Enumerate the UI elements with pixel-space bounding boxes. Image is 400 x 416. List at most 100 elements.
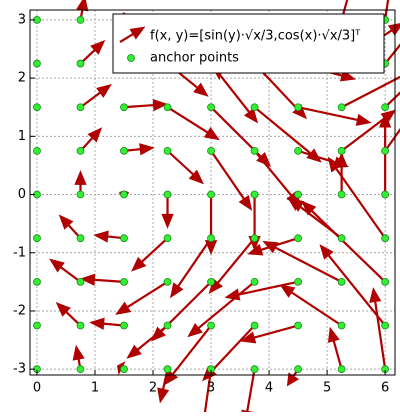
anchor-point [294,277,302,286]
anchor-point [250,277,259,286]
anchor-point [337,103,346,112]
anchor-point [76,321,85,330]
arrow [384,0,390,21]
arrow [131,237,169,272]
anchor-point [33,234,41,243]
anchor-point [33,59,41,68]
legend-arrow [119,26,146,43]
arrow [378,112,392,195]
plot-frame [29,9,396,376]
arrow [384,91,400,109]
anchor-point [163,365,172,374]
anchor-point [120,146,128,155]
anchor-point [207,103,215,112]
anchor-point [33,146,41,155]
anchor-point [163,321,172,330]
anchor-point [337,234,346,243]
legend-label: anchor points [150,51,239,66]
anchor-point [163,190,172,199]
arrow [341,75,400,109]
arrow [297,106,372,126]
anchor-point [337,321,346,330]
anchor-point [207,321,215,330]
arrow [224,280,299,301]
anchor-point [294,190,302,199]
arrow [384,127,400,152]
anchor-point [33,321,41,330]
arrow [166,150,204,185]
anchor-point [33,103,41,112]
anchor-point [207,277,215,286]
anchor-point [120,103,128,112]
anchor-point [250,321,259,330]
arrow [319,244,386,327]
anchor-point [76,15,85,24]
anchor-point [337,146,346,155]
arrow [327,156,387,239]
anchor-point [250,146,259,155]
anchor-point [337,365,346,374]
arrow [163,324,212,386]
anchor-point [120,365,128,374]
x-tick-label: 6 [381,381,389,396]
arrow [240,324,299,344]
legend-label: f(x, y)=[sin(y)·√x/3,cos(x)·√x/3]ᵀ [150,29,361,44]
anchor-point [381,234,390,243]
anchor-point [76,234,85,243]
arrow [123,99,169,112]
arrow [369,287,387,370]
anchor-point [33,277,41,286]
arrow [166,106,220,141]
anchor-point [76,365,85,374]
anchor-point [381,277,390,286]
anchor-point [76,190,85,199]
y-tick-label: -1 [13,245,26,260]
anchor-point [163,103,172,112]
anchor-point [163,234,172,243]
anchor-point [163,146,172,155]
anchor-point [207,234,215,243]
anchor-point [120,277,128,286]
arrow [327,326,343,370]
anchor-point [76,277,85,286]
anchor-point [120,321,128,330]
arrow [115,280,169,315]
axes: 0 1 2 3 4 5 6 -3 -2 -1 0 1 2 3 [13,12,389,395]
anchor-point [381,190,390,199]
anchor-point [294,321,302,330]
anchor-point [120,190,128,199]
anchor-point [76,103,85,112]
legend: f(x, y)=[sin(y)·√x/3,cos(x)·√x/3]ᵀ ancho… [112,13,385,74]
y-tick-label: 0 [18,187,26,202]
x-tick-label: 0 [33,381,41,396]
y-tick-label: 1 [18,129,26,144]
anchor-point [250,190,259,199]
arrow [187,281,256,338]
anchor-point [163,277,172,286]
y-tick-label: 2 [18,71,26,86]
arrow [49,258,82,283]
arrow [79,83,112,109]
anchor-point [381,321,390,330]
arrow [301,200,386,283]
anchor-point [207,146,215,155]
y-tick-label: -2 [13,303,26,318]
x-tick-label: 5 [323,381,331,396]
x-tick-label: 1 [91,381,99,396]
anchor-point [250,103,259,112]
y-tick-label: 3 [18,12,26,27]
legend-marker [127,54,135,62]
anchor-point [250,365,259,374]
arrows [49,0,400,416]
anchor-point [294,365,302,374]
anchor-point [337,277,346,286]
anchor-point [381,146,390,155]
arrow [247,237,299,256]
anchor-point [76,59,85,68]
anchor-point [294,146,302,155]
y-tick-label: -3 [13,362,26,377]
anchor-point [250,234,259,243]
anchor-point [120,234,128,243]
x-tick-label: 2 [149,381,157,396]
